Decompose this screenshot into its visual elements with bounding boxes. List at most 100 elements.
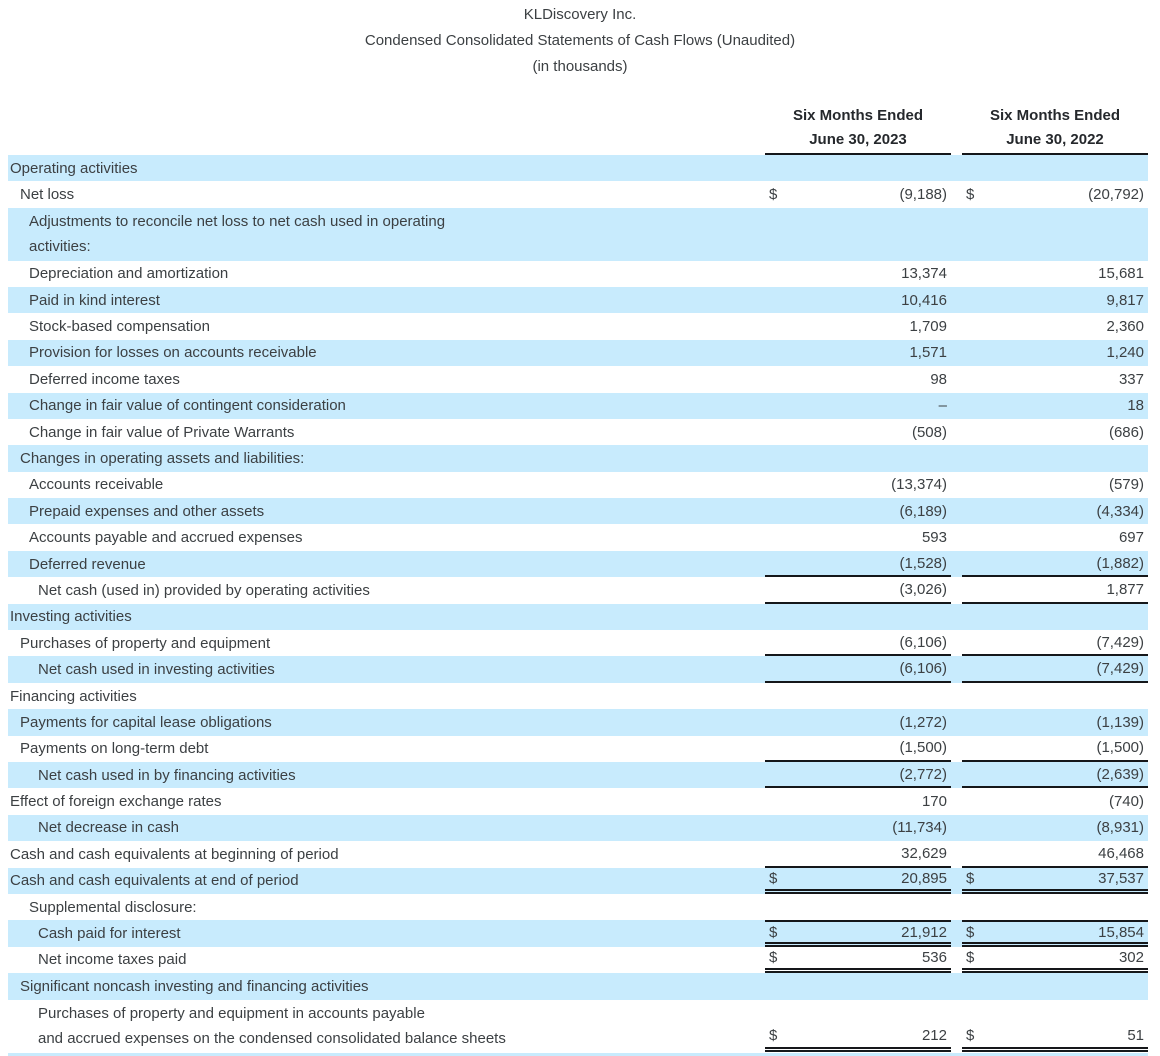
row-label: Accounts receivable xyxy=(29,476,164,494)
value-cell-2023: (6,189) xyxy=(765,498,951,524)
value-cell-2023: (1,500) xyxy=(765,736,951,762)
amount: 20,895 xyxy=(901,869,947,887)
column-gap xyxy=(951,868,962,894)
cashflow-table-body: Operating activities Net loss $ (9,188) $ (20… xyxy=(0,155,1160,1053)
row-label: Cash and cash equivalents at end of peri… xyxy=(10,872,299,890)
value-cell-2022: 18 xyxy=(962,393,1148,419)
table-row: Paid in kind interest 10,416 9,817 xyxy=(8,286,1148,314)
column-gap xyxy=(951,656,962,682)
row-label: Purchases of property and equipment in a… xyxy=(38,1004,506,1047)
table-row: Net cash used in investing activities (6,… xyxy=(8,656,1148,683)
value-cell-2022: (4,334) xyxy=(962,498,1148,524)
amount: (1,139) xyxy=(1096,713,1144,731)
column-header-2022-line2: June 30, 2022 xyxy=(1006,131,1104,148)
value-cell-2022: 1,877 xyxy=(962,577,1148,604)
column-gap xyxy=(951,181,962,207)
dollar-sign: $ xyxy=(966,186,975,204)
table-row: Depreciation and amortization 13,374 15,68… xyxy=(8,261,1148,287)
column-gap xyxy=(951,736,962,762)
amount: 1,240 xyxy=(1106,344,1144,362)
amount: 1,877 xyxy=(1106,580,1144,598)
column-gap xyxy=(951,287,962,313)
table-row: Prepaid expenses and other assets (6,189)… xyxy=(8,498,1148,525)
row-label: Net loss xyxy=(20,186,75,204)
row-label: Financing activities xyxy=(10,687,137,705)
amount: (6,189) xyxy=(899,502,947,520)
amount: 51 xyxy=(1127,1027,1144,1045)
value-cell-2023: (6,106) xyxy=(765,656,951,683)
value-cell-2022: (7,429) xyxy=(962,656,1148,683)
amount: (2,639) xyxy=(1096,765,1144,783)
amount: 1,571 xyxy=(909,344,947,362)
value-cell-2023 xyxy=(765,683,951,709)
amount: (2,772) xyxy=(899,765,947,783)
value-cell-2022 xyxy=(962,208,1148,261)
column-gap xyxy=(951,1000,962,1053)
amount: 10,416 xyxy=(901,291,947,309)
value-cell-2022 xyxy=(962,445,1148,471)
table-row: Purchases of property and equipment (6,10… xyxy=(8,630,1148,657)
row-label: Cash and cash equivalents at beginning o… xyxy=(10,845,339,863)
row-label: Depreciation and amortization xyxy=(29,265,229,283)
column-gap xyxy=(951,762,962,788)
amount: 2,360 xyxy=(1106,318,1144,336)
column-gap xyxy=(951,155,962,181)
value-cell-2022: $ (20,792) xyxy=(962,181,1148,207)
value-cell-2023: (508) xyxy=(765,419,951,445)
row-label: Effect of foreign exchange rates xyxy=(10,793,222,811)
value-cell-2022 xyxy=(962,604,1148,630)
amount: (1,272) xyxy=(899,713,947,731)
table-row: Stock-based compensation 1,709 2,360 xyxy=(8,313,1148,339)
column-header-2022: Six Months Ended June 30, 2022 xyxy=(962,104,1148,155)
value-cell-2022: (7,429) xyxy=(962,630,1148,657)
value-cell-2022: 9,817 xyxy=(962,287,1148,313)
dollar-sign: $ xyxy=(769,869,778,887)
column-header-2022-line1: Six Months Ended xyxy=(989,107,1120,124)
table-row: Significant noncash investing and financ… xyxy=(8,973,1148,1000)
value-cell-2022: $15,854 xyxy=(962,920,1148,947)
dollar-sign: $ xyxy=(966,869,975,887)
row-label: Deferred revenue xyxy=(29,555,146,573)
value-cell-2023: (3,026) xyxy=(765,577,951,604)
amount: (11,734) xyxy=(892,819,947,837)
column-gap xyxy=(951,340,962,366)
column-gap xyxy=(951,366,962,392)
value-cell-2023 xyxy=(765,155,951,181)
amount: – xyxy=(938,397,947,415)
amount: (3,026) xyxy=(899,580,947,598)
table-row: Change in fair value of Private Warrants… xyxy=(8,419,1148,445)
company-name: KLDiscovery Inc. xyxy=(523,6,637,23)
value-cell-2023: $21,912 xyxy=(765,920,951,947)
column-gap xyxy=(951,947,962,973)
row-label: Stock-based compensation xyxy=(29,318,210,336)
value-cell-2023: $20,895 xyxy=(765,868,951,894)
row-label: Prepaid expenses and other assets xyxy=(29,502,265,520)
value-cell-2023: (1,528) xyxy=(765,551,951,578)
row-label: Significant noncash investing and financ… xyxy=(20,977,369,995)
amount: 1,709 xyxy=(909,318,947,336)
value-cell-2022: 46,468 xyxy=(962,841,1148,868)
row-label: Change in fair value of Private Warrants xyxy=(29,423,295,441)
amount: 302 xyxy=(1118,948,1144,966)
row-label: Operating activities xyxy=(10,159,138,177)
column-gap xyxy=(951,841,962,867)
table-row: Deferred revenue (1,528) (1,882) xyxy=(8,550,1148,578)
value-cell-2022: 2,360 xyxy=(962,313,1148,339)
value-cell-2022: (1,882) xyxy=(962,551,1148,578)
value-cell-2022: (686) xyxy=(962,419,1148,445)
table-row: Cash and cash equivalents at beginning o… xyxy=(8,841,1148,868)
amount: 170 xyxy=(921,793,947,811)
value-cell-2023 xyxy=(765,973,951,999)
column-header-2023: Six Months Ended June 30, 2023 xyxy=(765,104,951,155)
amount: 21,912 xyxy=(901,923,947,941)
table-row: Net cash (used in) provided by operating… xyxy=(8,577,1148,604)
row-label: Payments for capital lease obligations xyxy=(20,713,272,731)
value-cell-2023: 13,374 xyxy=(765,261,951,287)
amount: 593 xyxy=(921,529,947,547)
row-label: Net cash (used in) provided by operating… xyxy=(38,581,370,599)
column-gap xyxy=(951,709,962,735)
table-row: Adjustments to reconcile net loss to net… xyxy=(8,207,1148,261)
value-cell-2023: 98 xyxy=(765,366,951,392)
value-cell-2023: (11,734) xyxy=(765,815,951,841)
value-cell-2022: 15,681 xyxy=(962,261,1148,287)
